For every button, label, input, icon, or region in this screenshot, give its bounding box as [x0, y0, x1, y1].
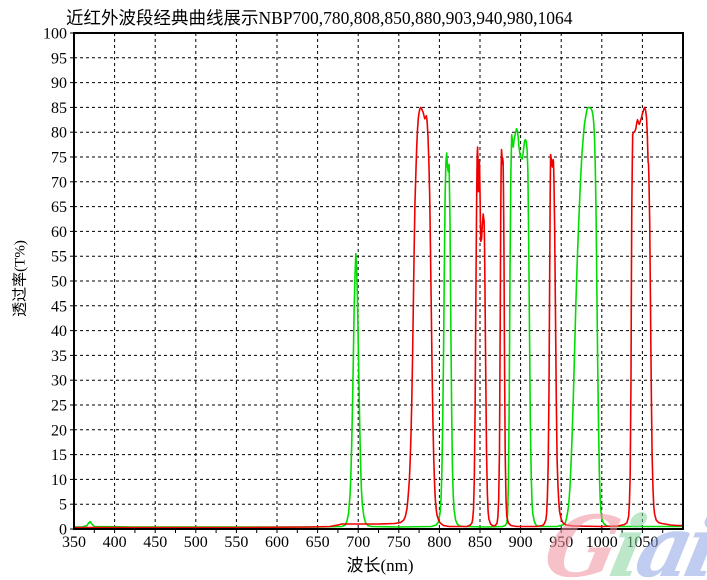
- plot-frame: [73, 32, 684, 530]
- x-tick-label: 1050: [626, 534, 658, 551]
- y-tick-label: 50: [51, 274, 67, 291]
- y-tick-label: 60: [51, 224, 67, 241]
- series-green-curve: [73, 106, 684, 528]
- x-tick-label: 850: [468, 534, 492, 551]
- x-tick-label: 750: [387, 534, 411, 551]
- y-tick-label: 75: [51, 150, 67, 167]
- y-tick-label: 25: [51, 398, 67, 415]
- x-tick-label: 350: [62, 534, 86, 551]
- x-tick-label: 900: [509, 534, 533, 551]
- y-tick-label: 30: [51, 373, 67, 390]
- x-tick-label: 1000: [586, 534, 618, 551]
- y-tick-label: 35: [51, 348, 67, 365]
- y-tick-label: 85: [51, 100, 67, 117]
- y-axis-title: 透过率(T%): [12, 240, 29, 317]
- x-tick-label: 800: [427, 534, 451, 551]
- y-tick-label: 20: [51, 422, 67, 439]
- x-tick-label: 500: [184, 534, 208, 551]
- y-tick-label: 100: [43, 26, 67, 43]
- x-axis-title: 波长(nm): [346, 556, 414, 575]
- x-tick-label: 650: [306, 534, 330, 551]
- y-tick-label: 65: [51, 199, 67, 216]
- y-tick-label: 95: [51, 50, 67, 67]
- x-tick-label: 400: [103, 534, 127, 551]
- y-tick-label: 70: [51, 174, 67, 191]
- y-tick-label: 15: [51, 447, 67, 464]
- y-tick-label: 45: [51, 298, 67, 315]
- series-red-curve: [73, 106, 684, 529]
- y-tick-label: 80: [51, 125, 67, 142]
- y-tick-label: 5: [59, 497, 67, 514]
- x-tick-label: 600: [265, 534, 289, 551]
- x-tick-label: 950: [549, 534, 573, 551]
- y-tick-label: 40: [51, 323, 67, 340]
- x-tick-label: 450: [143, 534, 167, 551]
- x-tick-label: 700: [346, 534, 370, 551]
- y-tick-label: 55: [51, 249, 67, 266]
- y-tick-label: 0: [59, 522, 67, 539]
- x-tick-label: 550: [224, 534, 248, 551]
- chart-title: 近红外波段经典曲线展示NBP700,780,808,850,880,903,94…: [66, 8, 573, 28]
- y-tick-label: 10: [51, 472, 67, 489]
- y-tick-label: 90: [51, 75, 67, 92]
